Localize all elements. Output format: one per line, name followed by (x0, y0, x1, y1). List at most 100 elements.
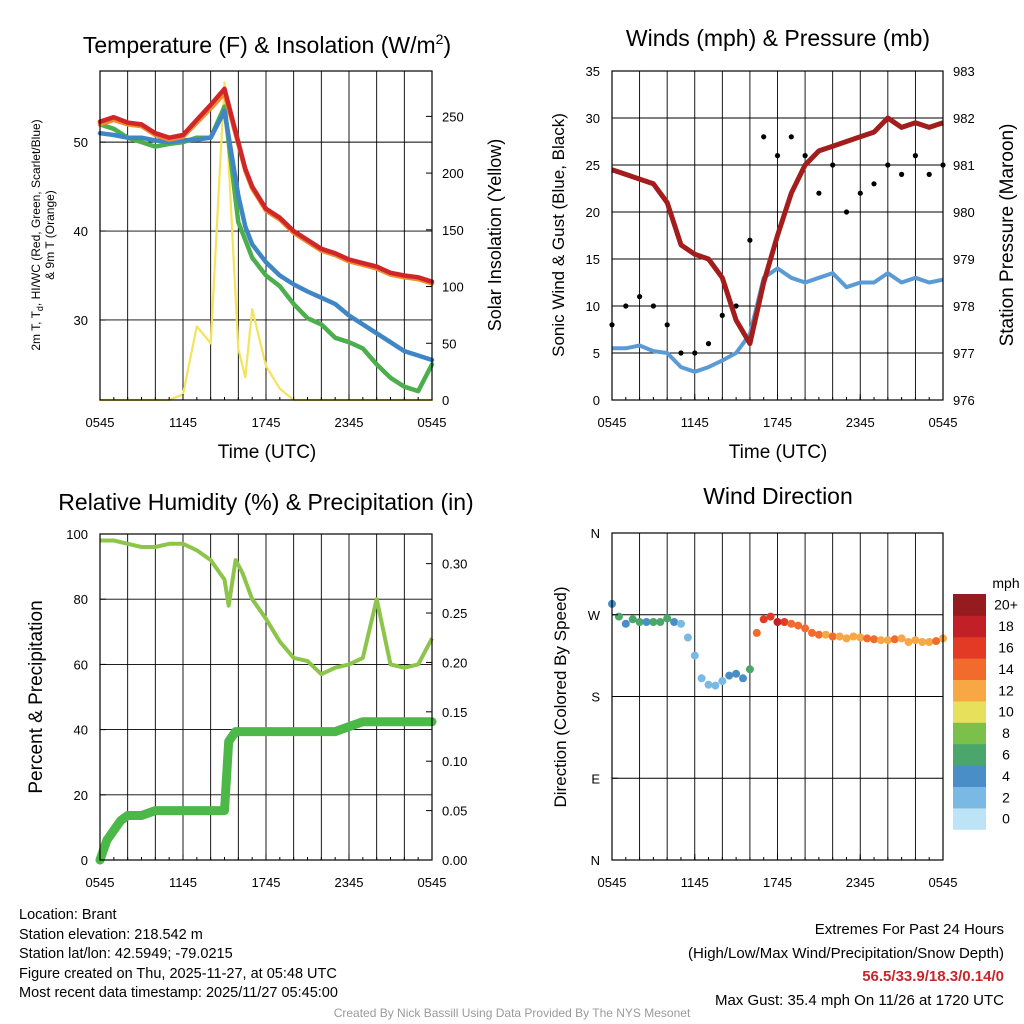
winds-right-ticks: 976 977 978 979 980 981 982 983 (937, 64, 975, 408)
station-location: Location: Brant (19, 907, 117, 923)
x-tick-label: 0545 (598, 875, 627, 890)
series-line-hi-wc-blue- (97, 108, 435, 363)
direction-point (642, 618, 651, 626)
legend-label: 16 (998, 640, 1014, 656)
temperature-xlabel: Time (UTC) (218, 442, 317, 463)
gust-point (899, 171, 905, 177)
legend-swatch (953, 765, 986, 787)
x-tick-label: 0545 (86, 875, 115, 890)
direction-point (876, 636, 885, 645)
direction-point (683, 633, 692, 642)
legend-label: 20+ (994, 597, 1018, 613)
legend-label: 4 (1002, 768, 1010, 784)
y2-tick-label: 980 (953, 205, 975, 220)
humidity-x-ticks: 0545 1145 1745 2345 0545 (86, 854, 447, 890)
station-latlon: Station lat/lon: 42.5949; -79.0215 (19, 946, 233, 962)
y-tick-label: 5 (593, 346, 600, 361)
extremes-title: Extremes For Past 24 Hours (814, 921, 1004, 938)
direction-point (752, 628, 761, 637)
y2-tick-label: 250 (442, 109, 464, 124)
legend-label: 6 (1002, 747, 1010, 763)
legend-label: 10 (998, 704, 1014, 720)
x-tick-label: 1745 (252, 875, 281, 890)
x-tick-label: 2345 (335, 875, 364, 890)
y2-tick-label: 150 (442, 223, 464, 238)
direction-point (670, 618, 679, 626)
temperature-ylabel-right: Solar Insolation (Yellow) (485, 139, 505, 331)
direction-point (773, 618, 782, 626)
legend-swatch (953, 594, 986, 616)
humidity-ylabel-left: Percent & Precipitation (26, 600, 47, 793)
direction-point (621, 619, 630, 628)
y2-tick-label: 0 (442, 393, 449, 408)
station-elevation: Station elevation: 218.542 m (19, 926, 203, 943)
gust-point (926, 171, 932, 177)
winds-panel: Winds (mph) & Pressure (mb) 0545 1145 1745… (549, 25, 1018, 463)
winds-xlabel: Time (UTC) (729, 442, 828, 463)
direction-point (628, 615, 637, 624)
x-tick-label: 1145 (169, 875, 197, 890)
x-tick-label: 1745 (763, 875, 792, 890)
x-tick-label: 0545 (418, 875, 447, 890)
x-tick-label: 2345 (846, 875, 875, 890)
direction-point (849, 632, 858, 641)
figure-created: Figure created on Thu, 2025-11-27, at 05… (19, 965, 337, 982)
y-tick-label: 60 (74, 657, 88, 672)
y2-tick-label: 982 (953, 111, 975, 126)
y2-tick-label: 979 (953, 252, 975, 267)
y-tick-label: 40 (74, 723, 88, 738)
wind-direction-panel: Wind Direction 0545 1145 1745 2345 0545 N E S W… (551, 483, 1020, 890)
x-tick-label: 1745 (763, 415, 792, 430)
gust-point (774, 153, 781, 159)
gust-point (623, 303, 629, 309)
humidity-panel: Relative Humidity (%) & Precipitation (i… (26, 489, 474, 890)
direction-point (704, 680, 713, 689)
y2-tick-label: 0.30 (442, 557, 467, 572)
direction-point (856, 633, 865, 642)
extremes-values: 56.5/33.9/18.3/0.14/0 (862, 968, 1004, 985)
y-tick-label: W (588, 608, 601, 623)
direction-point (690, 651, 699, 660)
y-tick-label: S (591, 690, 600, 705)
y-tick-label: 10 (586, 299, 600, 314)
temperature-title: Temperature (F) & Insolation (W/m2) (83, 31, 451, 58)
x-tick-label: 1145 (169, 415, 197, 430)
direction-point (725, 671, 734, 680)
direction-point (718, 677, 727, 686)
gust-point (719, 312, 725, 318)
series-line-td-green- (97, 104, 435, 394)
y2-tick-label: 200 (442, 166, 464, 181)
legend-label: 14 (998, 661, 1014, 677)
x-tick-label: 0545 (86, 415, 115, 430)
gust-point (678, 350, 684, 356)
pressure-line (611, 115, 944, 347)
y2-tick-label: 0.00 (442, 853, 467, 868)
y2-tick-label: 50 (442, 336, 456, 351)
y-tick-label: E (591, 771, 600, 786)
y-tick-label: 35 (586, 64, 600, 79)
y2-tick-label: 0.25 (442, 606, 467, 621)
legend-label: 8 (1002, 725, 1010, 741)
y-tick-label: 40 (74, 224, 88, 239)
y-tick-label: 15 (586, 252, 600, 267)
station-info: Location: Brant Station elevation: 218.5… (19, 906, 338, 1004)
gust-point (705, 341, 712, 347)
y-tick-label: 30 (74, 313, 88, 328)
direction-point (614, 612, 623, 621)
y2-tick-label: 976 (953, 393, 975, 408)
temperature-x-ticks: 0545 1145 1745 2345 0545 (86, 394, 447, 430)
direction-point (663, 614, 672, 623)
humidity-right-ticks: 0.00 0.05 0.10 0.15 0.20 0.25 0.30 (426, 557, 467, 868)
x-tick-label: 1145 (681, 875, 709, 890)
y2-tick-label: 0.05 (442, 804, 467, 819)
direction-point (745, 665, 754, 674)
legend-label: 0 (1002, 811, 1010, 827)
legend-swatch (953, 615, 986, 638)
gust-point (788, 134, 794, 140)
x-tick-label: 1145 (681, 415, 709, 430)
x-tick-label: 0545 (418, 415, 447, 430)
wind-direction-left-ticks: N E S W N (588, 526, 618, 868)
gust-point (857, 190, 863, 196)
max-gust: Max Gust: 35.4 mph On 11/26 at 1720 UTC (714, 991, 1004, 1009)
